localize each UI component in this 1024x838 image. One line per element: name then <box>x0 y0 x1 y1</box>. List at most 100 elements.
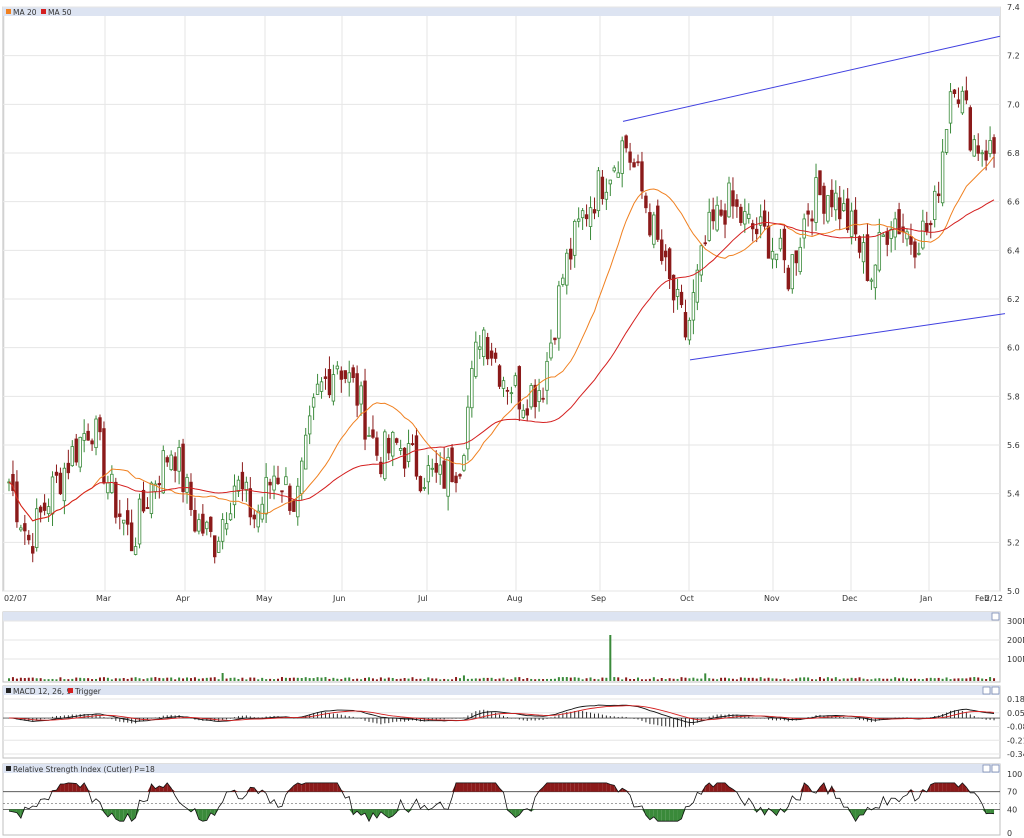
macd-hist-bar <box>582 711 584 719</box>
macd-hist-bar <box>605 715 607 719</box>
volume-bar <box>166 677 169 681</box>
candle-up <box>284 476 288 486</box>
macd-hist-bar <box>463 717 465 719</box>
volume-bar <box>189 678 192 681</box>
rsi-overbought-fill <box>163 782 168 792</box>
candle-up <box>576 218 581 222</box>
candle-up <box>802 218 806 239</box>
volume-bar <box>197 678 200 681</box>
macd-hist-bar <box>562 713 564 719</box>
macd-hist-bar <box>206 718 208 721</box>
volume-bar <box>949 679 952 681</box>
price-ytick-4: 6.6 <box>1007 198 1020 207</box>
macd-hist-bar <box>649 718 651 725</box>
volume-bar <box>308 678 311 681</box>
volume-bar <box>783 678 786 681</box>
volume-bar <box>842 678 845 681</box>
volume-bar <box>39 678 42 681</box>
volume-bar <box>791 679 794 681</box>
candle-up <box>331 374 336 402</box>
candle-up <box>224 523 229 530</box>
volume-bar <box>882 678 885 681</box>
macd-hist-bar <box>902 717 904 719</box>
candle-down <box>794 250 798 264</box>
candle-up <box>549 342 553 359</box>
volume-bar <box>589 677 592 681</box>
candle-up <box>652 214 656 245</box>
xlabel-7: Sep <box>591 594 606 603</box>
macd-hist-bar <box>530 718 532 721</box>
candle-down <box>810 218 814 222</box>
volume-bar <box>332 677 335 681</box>
volume-bar <box>83 678 86 681</box>
volume-bar <box>510 679 513 681</box>
volume-bar <box>822 678 825 681</box>
macd-hist-bar <box>162 715 164 719</box>
legend-label-1: MA 20 <box>13 8 37 17</box>
volume-bar <box>593 678 596 681</box>
volume-bar <box>633 678 636 681</box>
candle-up <box>893 218 897 238</box>
volume-bar <box>265 679 268 681</box>
volume-bar <box>186 677 189 681</box>
volume-bar <box>668 678 671 681</box>
candle-up <box>122 519 126 524</box>
macd-hist-bar <box>752 717 754 719</box>
volume-bar <box>455 677 458 681</box>
rsi-overbought-fill <box>535 791 540 792</box>
candle-up <box>687 319 692 341</box>
candle-up <box>264 476 268 515</box>
volume-bar <box>925 678 928 681</box>
macd-hist-bar <box>253 717 255 719</box>
rsi-oversold-fill <box>863 809 868 815</box>
rsi-oversold-fill <box>380 809 385 816</box>
volume-bar <box>953 678 956 681</box>
volume-bar <box>937 677 940 681</box>
volume-bar <box>201 678 204 681</box>
candle-up <box>70 446 74 467</box>
channel-upper-line <box>622 35 1001 122</box>
candle-up <box>347 372 351 383</box>
volume-bar <box>474 678 477 681</box>
candle-up <box>216 540 221 553</box>
candle-down <box>193 509 197 532</box>
candle-down <box>327 369 332 396</box>
volume-bar <box>692 677 695 681</box>
macd-hist-bar <box>961 710 963 719</box>
candle-up <box>177 447 181 472</box>
xlabel-3: May <box>256 594 273 603</box>
candle-down <box>525 408 529 416</box>
volume-bar <box>522 679 525 681</box>
macd-hist-bar <box>637 718 639 720</box>
macd-hist-bar <box>720 714 722 719</box>
rsi-overbought-fill <box>456 782 460 792</box>
volume-bar <box>573 677 576 681</box>
rsi-oversold-fill <box>681 809 686 819</box>
macd-hist-bar <box>973 716 975 719</box>
candle-down <box>375 437 379 456</box>
volume-bar <box>451 679 454 681</box>
rsi-overbought-fill <box>491 782 496 792</box>
macd-hist-bar <box>898 717 900 719</box>
candle-up <box>315 383 320 395</box>
macd-hist-bar <box>633 718 635 719</box>
candle-down <box>968 107 973 151</box>
xlabel-8: Oct <box>680 594 694 603</box>
candle-up <box>307 415 312 435</box>
macd-hist-bar <box>356 718 358 719</box>
candle-up <box>727 182 731 218</box>
candle-up <box>94 418 98 449</box>
volume-bar <box>739 677 742 681</box>
rsi-overbought-fill <box>329 782 334 792</box>
macd-hist-bar <box>146 718 148 720</box>
macd-line <box>8 704 995 723</box>
rsi-overbought-fill <box>954 782 959 792</box>
candle-up <box>466 406 470 450</box>
macd-hist-bar <box>625 716 627 719</box>
candle-down <box>394 438 399 443</box>
candle-down <box>118 513 122 517</box>
volume-bars <box>8 635 996 681</box>
rsi-overbought-fill <box>610 784 615 792</box>
rsi-oversold-fill <box>669 809 674 822</box>
candle-up <box>161 450 165 494</box>
